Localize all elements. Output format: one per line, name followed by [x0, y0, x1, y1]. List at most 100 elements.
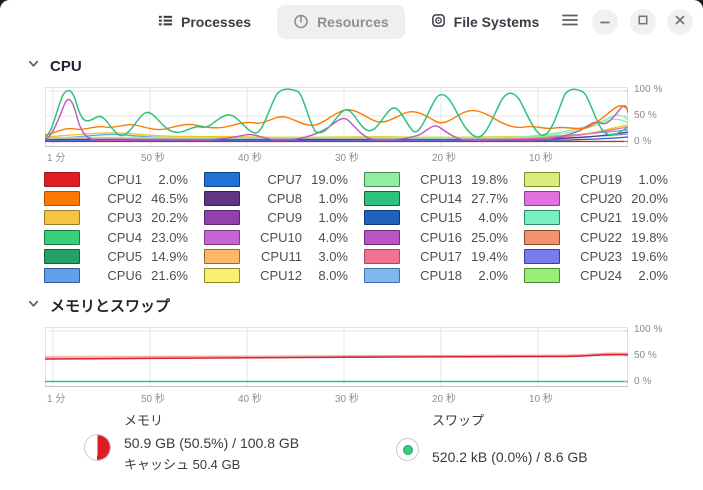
cpu-legend-item: CPU12 8.0% [204, 266, 364, 285]
cpu-name: CPU24 [580, 268, 622, 284]
cpu-name: CPU16 [420, 229, 462, 245]
cpu-value: 3.0% [318, 248, 348, 264]
x-tick-label: 1 分 [47, 394, 66, 405]
cpu7-swatch [204, 172, 240, 188]
cpu11-swatch [204, 248, 240, 264]
cpu-value: 2.0% [638, 268, 668, 284]
view-switcher: Processes Resources File Systems [142, 4, 555, 40]
legend-column: CPU7 19.0% CPU8 1.0% CPU9 1.0% CPU10 4.0% CP… [204, 170, 364, 285]
cpu15-swatch [364, 210, 400, 226]
cpu-value: 27.7% [471, 191, 508, 207]
y-tick-label: 0 % [634, 376, 652, 387]
swap-label: スワップ [432, 413, 485, 428]
cpu-value: 25.0% [471, 229, 508, 245]
x-tick-label: 40 秒 [238, 394, 262, 405]
x-tick-label: 50 秒 [141, 153, 165, 164]
cpu-legend-item: CPU21 19.0% [524, 208, 684, 227]
cpu10-swatch [204, 229, 240, 245]
chevron-down-icon [27, 57, 40, 75]
x-tick-label: 30 秒 [335, 153, 359, 164]
cpu13-swatch [364, 172, 400, 188]
cpu-legend-item: CPU4 23.0% [44, 228, 204, 247]
cpu23-swatch [524, 248, 560, 264]
gauge-icon [293, 13, 309, 32]
swap-pie-icon [396, 438, 419, 461]
cpu18-swatch [364, 268, 400, 284]
cpu-name: CPU4 [107, 229, 142, 245]
cpu-legend-item: CPU3 20.2% [44, 208, 204, 227]
cpu-section-header[interactable]: CPU [27, 57, 82, 75]
cpu-legend-item: CPU20 20.0% [524, 189, 684, 208]
cpu-name: CPU1 [107, 172, 142, 188]
swap-usage-value: 520.2 kB (0.0%) / 8.6 GB [432, 449, 588, 465]
cpu-value: 1.0% [318, 191, 348, 207]
cpu-value: 2.0% [158, 172, 188, 188]
x-tick-label: 30 秒 [335, 394, 359, 405]
tab-file-systems[interactable]: File Systems [415, 5, 556, 39]
cpu-name: CPU21 [580, 210, 622, 226]
cpu-name: CPU2 [107, 191, 142, 207]
cpu-value: 8.0% [318, 268, 348, 284]
y-tick-label: 50 % [634, 350, 657, 361]
x-tick-label: 1 分 [47, 153, 66, 164]
cpu-value: 19.0% [631, 210, 668, 226]
x-tick-label: 20 秒 [432, 153, 456, 164]
cpu6-swatch [44, 268, 80, 284]
legend-column: CPU19 1.0% CPU20 20.0% CPU21 19.0% CPU22 19.… [524, 170, 684, 285]
minimize-icon [599, 13, 611, 31]
cpu-value: 19.8% [471, 172, 508, 188]
cpu-value: 4.0% [478, 210, 508, 226]
cpu4-swatch [44, 229, 80, 245]
x-tick-label: 20 秒 [432, 394, 456, 405]
cpu-name: CPU11 [261, 248, 302, 264]
cpu-legend-item: CPU17 19.4% [364, 247, 524, 266]
primary-menu-button[interactable] [556, 8, 584, 36]
cpu16-swatch [364, 229, 400, 245]
chevron-down-icon [27, 297, 40, 315]
cpu-name: CPU15 [420, 210, 462, 226]
cpu22-swatch [524, 229, 560, 245]
tab-processes-label: Processes [181, 14, 252, 30]
y-tick-label: 100 % [634, 84, 663, 95]
cpu14-swatch [364, 191, 400, 207]
cpu-legend-item: CPU16 25.0% [364, 228, 524, 247]
y-tick-label: 100 % [634, 324, 663, 335]
cpu-name: CPU8 [267, 191, 302, 207]
cpu-value: 20.2% [151, 210, 188, 226]
y-tick-label: 0 % [634, 136, 652, 147]
maximize-button[interactable] [630, 9, 656, 35]
cpu-legend-item: CPU24 2.0% [524, 266, 684, 285]
cpu-value: 14.9% [151, 248, 188, 264]
cpu-value: 19.4% [471, 248, 508, 264]
tab-resources[interactable]: Resources [277, 5, 405, 39]
memory-usage-panel: メモリ 50.9 GB (50.5%) / 100.8 GB キャッシュ 50.… [84, 410, 299, 476]
cpu-legend-item: CPU5 14.9% [44, 247, 204, 266]
cpu-history-chart [45, 87, 628, 147]
cpu-legend-item: CPU23 19.6% [524, 247, 684, 266]
cpu-name: CPU7 [267, 172, 302, 188]
cpu19-swatch [524, 172, 560, 188]
cpu2-swatch [44, 191, 80, 207]
memory-section-header[interactable]: メモリとスワップ [27, 295, 170, 316]
cpu-legend-item: CPU19 1.0% [524, 170, 684, 189]
cpu-name: CPU9 [267, 210, 302, 226]
cpu-legend: CPU1 2.0% CPU2 46.5% CPU3 20.2% CPU4 23.0% C… [44, 170, 684, 285]
cpu-value: 1.0% [638, 172, 668, 188]
close-button[interactable] [667, 9, 693, 35]
minimize-button[interactable] [592, 9, 618, 35]
cpu-value: 2.0% [478, 268, 508, 284]
memory-label: メモリ [124, 413, 164, 428]
cpu-name: CPU22 [580, 229, 622, 245]
close-icon [674, 13, 686, 31]
cpu-name: CPU5 [107, 248, 142, 264]
cpu-name: CPU18 [420, 268, 462, 284]
cpu-name: CPU12 [260, 268, 302, 284]
cpu-name: CPU13 [420, 172, 462, 188]
cpu8-swatch [204, 191, 240, 207]
cpu-legend-item: CPU10 4.0% [204, 228, 364, 247]
cpu-legend-item: CPU22 19.8% [524, 228, 684, 247]
hamburger-icon [562, 13, 578, 32]
tab-processes[interactable]: Processes [142, 5, 267, 39]
swap-usage-panel: スワップ 520.2 kB (0.0%) / 8.6 GB [396, 410, 588, 468]
